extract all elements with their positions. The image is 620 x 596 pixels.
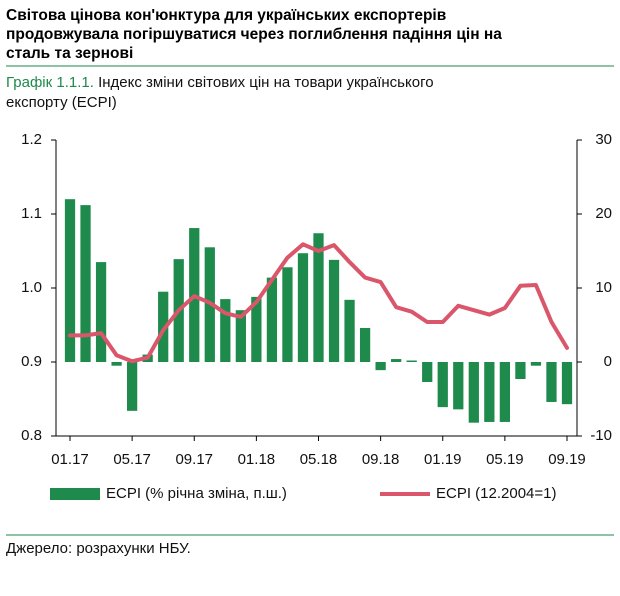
bar	[515, 362, 526, 380]
y2-tick-label: 0	[604, 353, 612, 370]
subtitle: Графік 1.1.1. Індекс зміни світових цін …	[6, 74, 434, 91]
bar	[484, 362, 495, 422]
bar	[235, 310, 246, 362]
bar	[266, 277, 278, 362]
bar	[64, 199, 76, 362]
subtitle-text: Індекс зміни світових цін на товари укра…	[98, 74, 433, 91]
bar	[220, 299, 231, 362]
subtitle-label: Графік 1.1.1.	[6, 74, 94, 91]
bar	[158, 291, 169, 362]
bar	[530, 362, 542, 366]
legend-label: ECPI (% річна зміна, п.ш.)	[106, 485, 287, 502]
y-tick-label: 0.8	[21, 427, 42, 444]
y-tick-label: 1.0	[21, 279, 42, 296]
y2-tick-label: 20	[595, 205, 612, 222]
x-tick-label: 05.18	[300, 451, 338, 468]
bar	[391, 359, 402, 362]
bar	[282, 267, 293, 362]
legend-swatch	[50, 488, 100, 500]
x-tick-label: 05.19	[486, 451, 524, 468]
source: Джерело: розрахунки НБУ.	[6, 540, 191, 557]
bar	[297, 253, 309, 362]
bar	[359, 327, 371, 362]
bar	[546, 362, 557, 402]
bar	[126, 362, 138, 411]
bar	[111, 362, 122, 366]
y-tick-label: 1.2	[21, 131, 42, 148]
y-tick-label: 1.1	[21, 205, 42, 222]
bar	[437, 362, 448, 408]
legend-label: ECPI (12.2004=1)	[436, 485, 557, 502]
bar	[328, 259, 340, 362]
line	[68, 242, 569, 364]
x-tick-label: 09.17	[175, 451, 213, 468]
bar	[375, 362, 386, 371]
title-line: сталь та зернові	[6, 45, 133, 62]
bar	[499, 362, 511, 422]
x-tick-label: 09.19	[548, 451, 586, 468]
bar	[406, 360, 417, 362]
bar	[251, 296, 262, 362]
y-tick-label: 0.9	[21, 353, 42, 370]
bar	[95, 262, 107, 362]
y2-tick-label: -10	[590, 427, 612, 444]
bar	[313, 233, 324, 362]
y2-tick-label: 10	[595, 279, 612, 296]
title-line: Світова цінова кон'юнктура для українськ…	[6, 7, 446, 24]
x-tick-label: 05.17	[113, 451, 151, 468]
x-tick-label: 09.18	[362, 451, 400, 468]
bar	[561, 362, 573, 405]
bar	[80, 205, 91, 362]
bar	[422, 362, 433, 382]
x-tick-label: 01.17	[51, 451, 89, 468]
x-tick-label: 01.19	[424, 451, 462, 468]
x-tick-label: 01.18	[238, 451, 276, 468]
bar	[468, 362, 479, 423]
title-line: продовжувала погіршуватися через поглибл…	[6, 26, 502, 43]
y2-tick-label: 30	[595, 131, 612, 148]
bar	[453, 362, 464, 410]
bar	[344, 299, 355, 362]
subtitle: експорту (ECPI)	[6, 94, 117, 111]
